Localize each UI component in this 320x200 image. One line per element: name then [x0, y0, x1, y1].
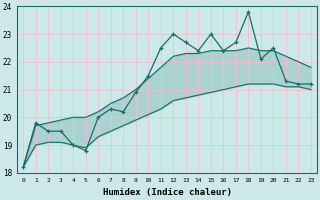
X-axis label: Humidex (Indice chaleur): Humidex (Indice chaleur)	[102, 188, 232, 197]
